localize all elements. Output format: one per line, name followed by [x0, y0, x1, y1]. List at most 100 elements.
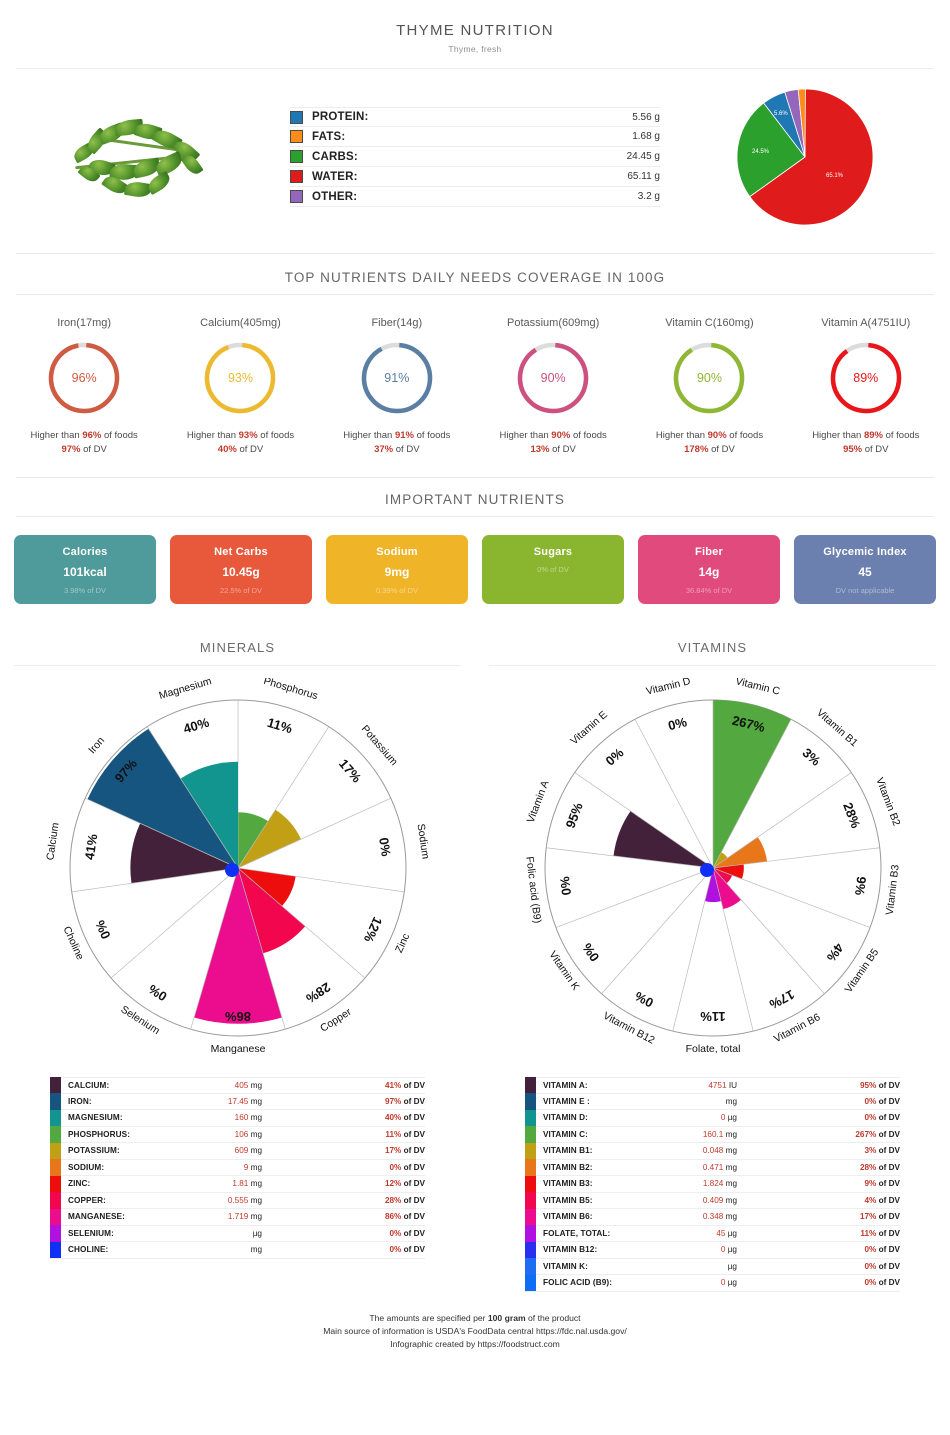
row-color-swatch — [50, 1093, 61, 1110]
macro-pie-chart: 65.1% 24.5% 5.6% — [730, 87, 880, 227]
nutrient-dv: 4% of DV — [737, 1196, 900, 1205]
amount-unit: mg — [250, 1113, 262, 1123]
amount-value: 17.45 — [227, 1096, 249, 1106]
nutrient-amount: 0 µg — [651, 1113, 737, 1122]
amount-unit: µg — [727, 1278, 737, 1288]
amount-unit: mg — [250, 1129, 262, 1139]
dv-value: 37% — [374, 444, 394, 455]
rose-value-label: 40% — [181, 715, 211, 737]
legend-swatch-water — [290, 170, 303, 183]
nutrient-name: PHOSPHORUS: — [68, 1129, 131, 1139]
gauge-ring: 96% — [44, 338, 124, 418]
table-row: VITAMIN D: 0 µg 0% of DV — [525, 1109, 900, 1127]
rose-spoke — [545, 847, 713, 869]
rose-value-label: 11% — [265, 715, 294, 737]
legend-swatch-other — [290, 190, 303, 203]
higher-value: 90% — [707, 430, 727, 441]
legend-swatch-carbs — [290, 150, 303, 163]
rose-wedge — [704, 868, 721, 903]
amount-unit: mg — [725, 1162, 737, 1172]
dv-percent: 0% — [864, 1261, 877, 1271]
nutrient-card[interactable]: Fiber 14g 36.84% of DV — [638, 535, 780, 604]
nutrient-card[interactable]: Sodium 9mg 0.39% of DV — [326, 535, 468, 604]
dv-label: of DV — [403, 1080, 425, 1090]
nutrient-card-dv: DV not applicable — [835, 586, 895, 595]
vitamins-column: VITAMINS Vitamin C 267% Vitamin B1 3% Vitami… — [475, 630, 950, 1292]
dv-percent: 11% — [385, 1129, 402, 1139]
gauge-dv-text: 37% of DV — [319, 444, 475, 455]
nutrient-card[interactable]: Sugars 0% of DV — [482, 535, 624, 604]
rose-value-label: 9% — [851, 876, 868, 897]
row-color-swatch — [50, 1109, 61, 1126]
nutrient-amount: 0 µg — [651, 1278, 737, 1287]
rose-wedge — [129, 823, 238, 884]
nutrient-amount: 405 mg — [176, 1081, 262, 1090]
row-color-swatch — [50, 1241, 61, 1258]
coverage-divider — [16, 294, 934, 295]
nutrient-name: FOLATE, TOTAL: — [543, 1228, 611, 1238]
coverage-gauge: Vitamin C(160mg) 90% Higher than 90% of fo… — [631, 317, 787, 455]
legend-label: WATER: — [312, 170, 358, 183]
list-item: CARBS: 24.45 g — [290, 147, 660, 167]
higher-suffix: of foods — [885, 430, 920, 441]
table-row: VITAMIN B12: 0 µg 0% of DV — [525, 1241, 900, 1259]
legend-value: 1.68 g — [632, 131, 660, 142]
minerals-rose-chart: Phosphorus 11% Potassium 17% Sodium 0% Zinc 12%… — [0, 666, 475, 1069]
table-row: VITAMIN B5: 0.409 mg 4% of DV — [525, 1192, 900, 1209]
nutrient-card[interactable]: Calories 101kcal 3.98% of DV — [14, 535, 156, 604]
nutrient-card[interactable]: Net Carbs 10.45g 22.5% of DV — [170, 535, 312, 604]
coverage-divider-top — [16, 253, 934, 254]
gauge-title: Fiber(14g) — [371, 317, 423, 329]
footer-amount-value: 100 gram — [487, 1312, 526, 1323]
table-row: VITAMIN E : mg 0% of DV — [525, 1093, 900, 1110]
rose-value-label: 0% — [666, 714, 688, 733]
rose-category-label: Vitamin A — [524, 779, 551, 825]
nutrient-dv: 17% of DV — [737, 1212, 900, 1221]
nutrient-amount: 106 mg — [176, 1130, 262, 1139]
nutrient-dv: 0% of DV — [737, 1113, 900, 1122]
amount-value: 0.409 — [702, 1195, 724, 1205]
dv-percent: 41% — [384, 1080, 402, 1090]
nutrient-name: CALCIUM: — [68, 1080, 110, 1090]
table-row: POTASSIUM: 609 mg 17% of DV — [50, 1142, 425, 1160]
legend-value: 3.2 g — [637, 191, 660, 202]
higher-suffix: of foods — [260, 430, 295, 441]
legend-label: OTHER: — [312, 190, 358, 203]
row-color-swatch — [50, 1192, 61, 1209]
vitamins-title: VITAMINS — [677, 640, 748, 655]
nutrient-card-label: Calories — [62, 546, 108, 558]
nutrient-name: MANGANESE: — [68, 1212, 125, 1222]
nutrient-amount: 0 µg — [651, 1245, 737, 1254]
rose-spoke — [712, 867, 754, 1032]
dv-percent: 86% — [384, 1212, 402, 1222]
dv-suffix: of DV — [552, 444, 576, 455]
nutrient-card-label: Sugars — [533, 546, 573, 558]
gauge-percentile-text: Higher than 91% of foods — [319, 430, 475, 441]
nutrient-card-label: Glycemic Index — [823, 546, 907, 558]
legend-value: 65.11 g — [627, 171, 660, 182]
vitamins-table: VITAMIN A: 4751 IU 95% of DV VITAMIN E : mg… — [525, 1077, 900, 1292]
table-row: FOLATE, TOTAL: 45 µg 11% of DV — [525, 1225, 900, 1242]
rose-value-label: 0% — [556, 875, 573, 896]
amount-unit: µg — [252, 1228, 262, 1238]
nutrient-name: CHOLINE: — [68, 1245, 109, 1255]
vitamins-rose-chart: Vitamin C 267% Vitamin B1 3% Vitamin B2 28% Vi… — [475, 666, 950, 1069]
nutrient-card-dv: 0% of DV — [537, 565, 569, 574]
gauge-svg — [674, 342, 745, 414]
coverage-gauge: Fiber(14g) 91% Higher than 91% of foods 37%… — [319, 317, 475, 455]
coverage-gauge: Calcium(405mg) 93% Higher than 93% of food… — [162, 317, 318, 455]
dv-percent: 17% — [859, 1212, 877, 1222]
nutrient-card[interactable]: Glycemic Index 45 DV not applicable — [794, 535, 936, 604]
amount-unit: mg — [250, 1245, 262, 1255]
pie-slice — [797, 88, 806, 158]
dv-suffix: of DV — [711, 444, 735, 455]
rose-wedge — [237, 868, 305, 954]
minerals-column: MINERALS Phosphorus 11% Potassium 17% Sodium… — [0, 630, 475, 1292]
vitamins-divider — [489, 665, 936, 666]
rose-value-label: 17% — [766, 987, 796, 1013]
rose-spoke — [71, 867, 238, 893]
nutrient-amount: µg — [651, 1262, 737, 1271]
rose-wedge — [237, 868, 296, 907]
row-color-swatch — [50, 1077, 61, 1094]
